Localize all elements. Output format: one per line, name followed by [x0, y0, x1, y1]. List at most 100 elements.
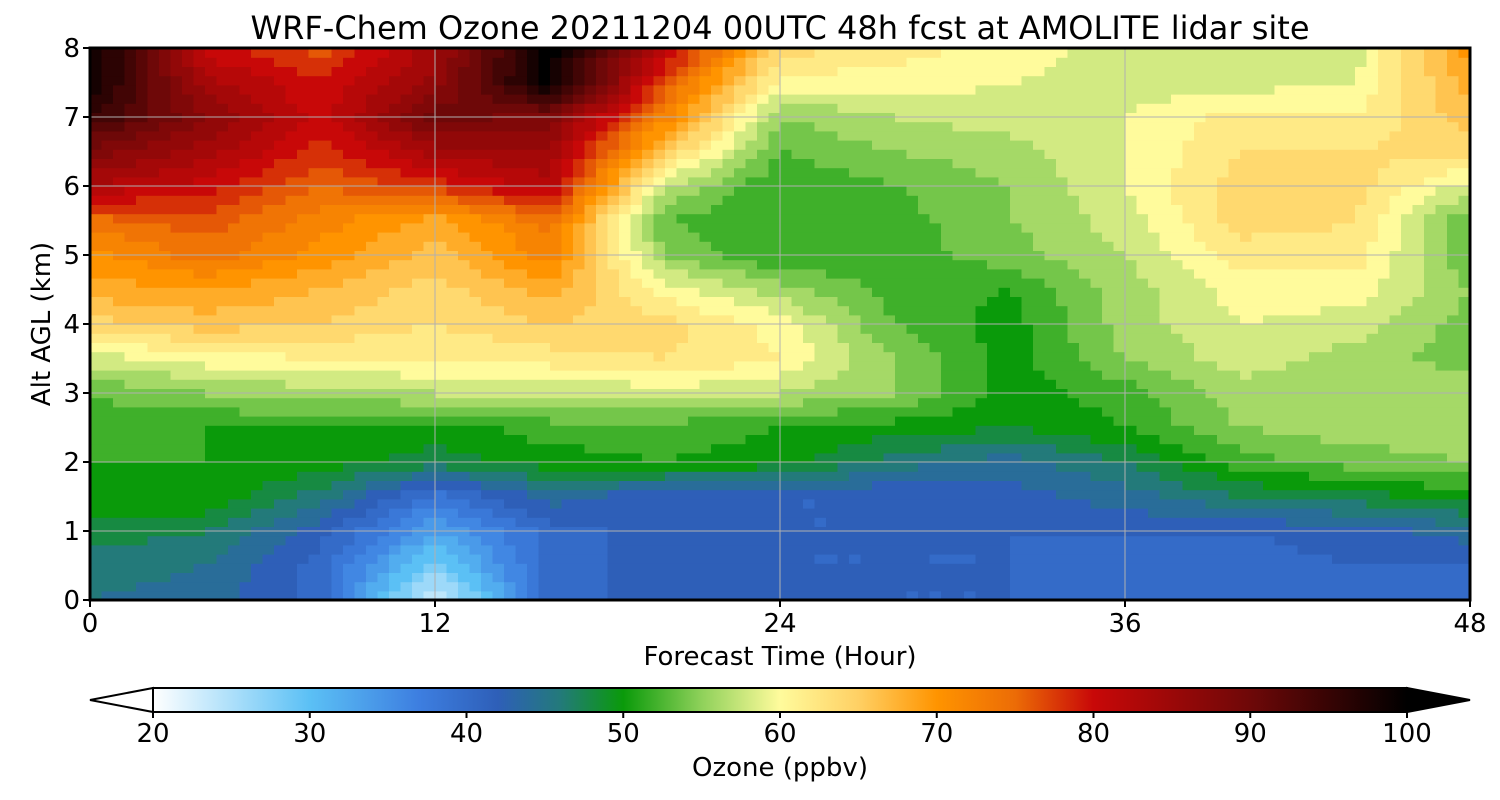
heatmap-cell [665, 508, 678, 518]
heatmap-cell [987, 360, 1000, 371]
heatmap-cell [228, 416, 241, 426]
heatmap-cell [285, 581, 298, 592]
heatmap-cell [665, 581, 678, 592]
heatmap-cell [400, 222, 413, 233]
heatmap-cell [711, 535, 724, 546]
heatmap-cell [929, 278, 942, 288]
heatmap-cell [159, 333, 172, 343]
heatmap-cell [550, 554, 563, 564]
heatmap-cell [607, 158, 620, 169]
heatmap-cell [308, 176, 321, 187]
heatmap-cell [653, 425, 666, 435]
heatmap-cell [745, 75, 758, 86]
heatmap-cell [343, 259, 356, 270]
heatmap-cell [412, 434, 425, 445]
heatmap-cell [193, 397, 206, 408]
heatmap-cell [826, 324, 839, 334]
heatmap-cell [101, 471, 114, 481]
heatmap-cell [791, 66, 804, 77]
heatmap-cell [803, 186, 816, 196]
heatmap-cell [101, 342, 114, 353]
heatmap-cell [642, 204, 655, 215]
heatmap-cell [906, 57, 919, 67]
heatmap-cell [998, 489, 1011, 500]
heatmap-cell [412, 48, 425, 58]
heatmap-cell [596, 324, 609, 334]
heatmap-cell [423, 84, 436, 95]
heatmap-cell [481, 406, 494, 417]
heatmap-cell [596, 572, 609, 583]
heatmap-cell [561, 259, 574, 270]
heatmap-cell [619, 57, 632, 67]
heatmap-cell [182, 57, 195, 67]
heatmap-cell [929, 379, 942, 389]
heatmap-cell [941, 158, 954, 169]
heatmap-cell [354, 452, 367, 463]
heatmap-cell [274, 434, 287, 445]
heatmap-cell [975, 342, 988, 353]
heatmap-cell [504, 434, 517, 445]
heatmap-cell [354, 195, 367, 205]
heatmap-cell [354, 314, 367, 325]
heatmap-cell [906, 314, 919, 325]
heatmap-cell [688, 213, 701, 224]
heatmap-cell [975, 480, 988, 491]
heatmap-cell [446, 581, 459, 592]
heatmap-cell [883, 94, 896, 104]
heatmap-cell [642, 48, 655, 58]
heatmap-cell [147, 167, 160, 178]
heatmap-cell [297, 508, 310, 518]
heatmap-cell [699, 434, 712, 445]
heatmap-cell [412, 158, 425, 169]
heatmap-cell [446, 397, 459, 408]
heatmap-cell [906, 406, 919, 417]
heatmap-cell [791, 324, 804, 334]
heatmap-cell [205, 268, 218, 279]
heatmap-cell [584, 305, 597, 316]
heatmap-cell [745, 360, 758, 371]
heatmap-cell [193, 572, 206, 583]
heatmap-cell [193, 508, 206, 518]
heatmap-cell [964, 176, 977, 187]
heatmap-cell [653, 508, 666, 518]
heatmap-cell [883, 397, 896, 408]
heatmap-cell [676, 351, 689, 362]
heatmap-cell [745, 452, 758, 463]
heatmap-cell [435, 103, 448, 113]
heatmap-cell [826, 268, 839, 279]
heatmap-cell [883, 342, 896, 353]
heatmap-cell [837, 204, 850, 215]
heatmap-cell [469, 581, 482, 592]
heatmap-cell [665, 66, 678, 77]
heatmap-cell [803, 241, 816, 251]
heatmap-cell [308, 443, 321, 454]
heatmap-cell [952, 241, 965, 251]
heatmap-cell [596, 48, 609, 58]
heatmap-cell [722, 498, 735, 509]
heatmap-cell [711, 241, 724, 251]
heatmap-cell [676, 75, 689, 86]
heatmap-cell [849, 563, 862, 573]
heatmap-cell [297, 48, 310, 58]
heatmap-cell [492, 480, 505, 491]
heatmap-cell [964, 158, 977, 169]
heatmap-cell [676, 572, 689, 583]
heatmap-cell [941, 351, 954, 362]
heatmap-cell [159, 397, 172, 408]
heatmap-cell [837, 259, 850, 270]
heatmap-cell [377, 94, 390, 104]
heatmap-cell [814, 544, 827, 555]
heatmap-cell [561, 186, 574, 196]
heatmap-cell [504, 158, 517, 169]
heatmap-cell [504, 590, 517, 600]
heatmap-cell [147, 314, 160, 325]
heatmap-cell [1033, 158, 1046, 169]
heatmap-cell [297, 342, 310, 353]
heatmap-cell [941, 75, 954, 86]
heatmap-cell [216, 195, 229, 205]
heatmap-cell [941, 103, 954, 113]
heatmap-cell [849, 517, 862, 527]
heatmap-cell [987, 508, 1000, 518]
heatmap-cell [768, 149, 781, 159]
heatmap-cell [791, 508, 804, 518]
